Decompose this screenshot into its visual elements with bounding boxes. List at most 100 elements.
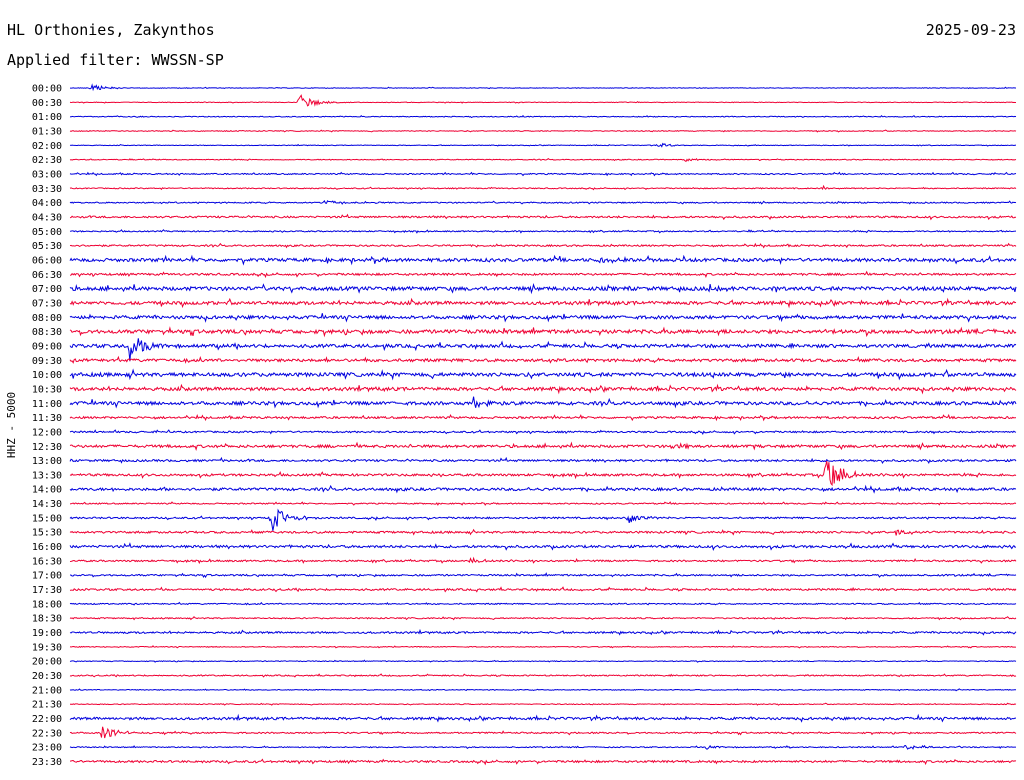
time-label: 03:00 xyxy=(32,169,62,180)
seismic-trace xyxy=(69,702,1017,706)
time-label: 23:30 xyxy=(32,757,62,768)
time-label: 11:00 xyxy=(32,399,62,410)
seismic-trace xyxy=(69,184,1017,191)
seismic-trace xyxy=(69,297,1017,309)
seismic-trace xyxy=(69,508,1017,531)
time-label: 18:30 xyxy=(32,614,62,625)
time-label: 22:00 xyxy=(32,714,62,725)
time-label: 04:00 xyxy=(32,198,62,209)
time-label: 09:30 xyxy=(32,356,62,367)
seismic-trace xyxy=(69,157,1017,163)
seismic-trace xyxy=(69,129,1017,133)
time-label: 05:30 xyxy=(32,241,62,252)
time-label: 06:00 xyxy=(32,255,62,266)
time-label: 19:00 xyxy=(32,628,62,639)
seismic-trace xyxy=(69,94,1017,107)
seismic-trace xyxy=(69,171,1017,177)
time-label: 15:00 xyxy=(32,513,62,524)
seismic-trace xyxy=(69,726,1017,739)
time-label: 10:30 xyxy=(32,384,62,395)
seismic-trace xyxy=(69,461,1017,487)
time-label: 13:00 xyxy=(32,456,62,467)
seismic-trace xyxy=(69,501,1017,506)
seismic-trace xyxy=(69,441,1017,451)
time-label: 21:00 xyxy=(32,685,62,696)
seismic-trace xyxy=(69,413,1017,422)
seismic-trace xyxy=(69,586,1017,593)
filter-label: Applied filter: WWSSN-SP xyxy=(7,51,224,69)
time-label: 18:00 xyxy=(32,599,62,610)
seismic-trace xyxy=(69,313,1017,323)
seismic-trace xyxy=(69,744,1017,750)
time-label: 00:00 xyxy=(32,84,62,95)
time-label: 05:00 xyxy=(32,227,62,238)
time-label: 07:00 xyxy=(32,284,62,295)
time-label: 14:30 xyxy=(32,499,62,510)
seismic-trace xyxy=(69,213,1017,221)
time-label: 01:00 xyxy=(32,112,62,123)
seismic-trace xyxy=(69,484,1017,494)
time-label: 13:30 xyxy=(32,470,62,481)
time-label: 14:00 xyxy=(32,485,62,496)
time-label: 17:30 xyxy=(32,585,62,596)
seismic-trace xyxy=(69,270,1017,279)
time-label: 12:00 xyxy=(32,427,62,438)
seismic-trace xyxy=(69,383,1017,395)
time-label: 17:00 xyxy=(32,571,62,582)
time-label: 10:00 xyxy=(32,370,62,381)
seismic-trace xyxy=(69,368,1017,381)
seismic-trace xyxy=(69,542,1017,551)
time-label: 19:30 xyxy=(32,642,62,653)
time-label: 03:30 xyxy=(32,184,62,195)
seismic-trace xyxy=(69,326,1017,338)
seismic-trace xyxy=(69,83,1017,92)
seismic-trace xyxy=(69,355,1017,364)
time-label: 09:00 xyxy=(32,341,62,352)
seismic-trace xyxy=(69,659,1017,663)
seismic-trace xyxy=(69,528,1017,536)
seismic-trace xyxy=(69,429,1017,436)
time-label: 02:00 xyxy=(32,141,62,152)
time-label: 00:30 xyxy=(32,98,62,109)
seismic-trace xyxy=(69,556,1017,565)
time-label: 23:00 xyxy=(32,743,62,754)
seismic-trace xyxy=(69,628,1017,636)
time-label: 07:30 xyxy=(32,298,62,309)
time-label: 20:00 xyxy=(32,657,62,668)
station-title: HL Orthonies, Zakynthos xyxy=(7,21,215,39)
seismic-trace xyxy=(69,456,1017,465)
seismic-trace xyxy=(69,229,1017,234)
seismic-trace xyxy=(69,758,1017,766)
time-label: 08:30 xyxy=(32,327,62,338)
time-label: 11:30 xyxy=(32,413,62,424)
time-label: 08:00 xyxy=(32,313,62,324)
time-label: 02:30 xyxy=(32,155,62,166)
seismic-trace xyxy=(69,713,1017,723)
time-label: 15:30 xyxy=(32,528,62,539)
time-label: 12:30 xyxy=(32,442,62,453)
seismic-trace xyxy=(69,615,1017,621)
seismic-trace xyxy=(69,282,1017,295)
time-label: 04:30 xyxy=(32,212,62,223)
seismic-trace xyxy=(69,338,1017,362)
time-label: 01:30 xyxy=(32,126,62,137)
seismic-trace xyxy=(69,673,1017,678)
time-label: 22:30 xyxy=(32,728,62,739)
seismic-trace xyxy=(69,601,1017,606)
time-label: 16:00 xyxy=(32,542,62,553)
seismic-trace xyxy=(69,242,1017,249)
time-label: 20:30 xyxy=(32,671,62,682)
date-label: 2025-09-23 xyxy=(925,21,1016,39)
time-label: 06:30 xyxy=(32,270,62,281)
seismic-trace xyxy=(69,688,1017,692)
time-label: 21:30 xyxy=(32,700,62,711)
seismic-trace xyxy=(69,142,1017,148)
seismic-trace xyxy=(69,645,1017,649)
seismic-trace xyxy=(69,114,1017,119)
seismic-trace xyxy=(69,199,1017,205)
seismic-trace xyxy=(69,254,1017,266)
time-label: 16:30 xyxy=(32,556,62,567)
seismic-trace xyxy=(69,572,1017,579)
seismic-trace xyxy=(69,396,1017,409)
